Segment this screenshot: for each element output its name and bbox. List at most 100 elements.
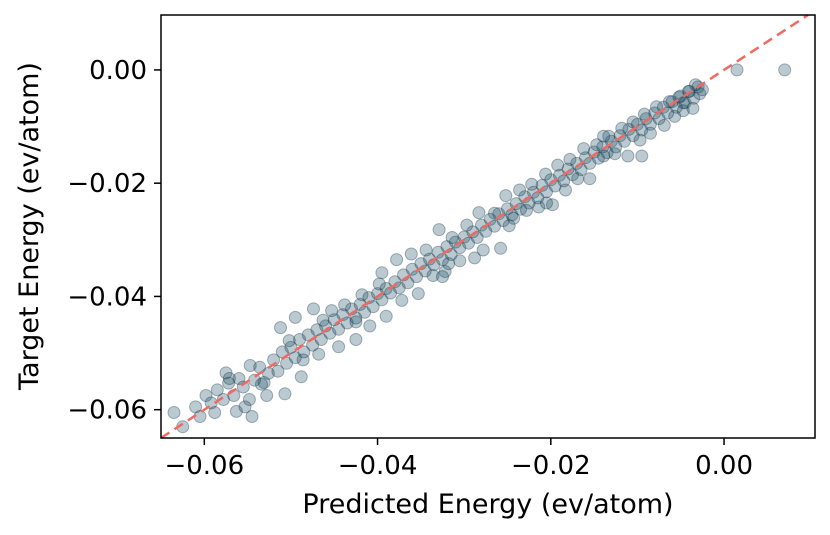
scatter-point [210,383,224,397]
scatter-point [293,333,307,346]
scatter-point [442,257,456,271]
scatter-point [325,304,339,318]
scatter-point [676,96,690,110]
scatter-point [271,364,285,378]
scatter-point [294,370,308,384]
scatter-point [668,109,682,123]
scatter-point [468,251,482,265]
scatter-point [535,178,549,192]
scatter-point [571,172,585,186]
scatter-point [546,198,559,212]
scatter-point [314,333,328,346]
scatter-point [608,147,622,161]
scatter-point [635,123,649,137]
scatter-point [551,158,565,172]
scatter-point [507,211,521,225]
scatter-point [687,91,701,105]
scatter-point [686,101,700,115]
scatter-point [527,185,540,199]
scatter-point [338,298,352,312]
scatter-point [232,372,246,385]
scatter-point [404,247,418,261]
points-layer [167,63,792,434]
scatter-point [432,223,446,237]
scatter-point [609,140,623,154]
scatter-point [316,313,330,327]
scatter-point [216,393,230,406]
scatter-point [390,253,404,267]
scatter-point [219,366,233,380]
scatter-point [513,183,527,197]
scatter-point [621,149,635,163]
scatter-point [561,162,575,176]
scatter-point [494,241,508,255]
scatter-point [278,387,292,401]
scatter-point [245,410,259,423]
y-tick-label: −0.04 [67,282,147,312]
scatter-point [648,106,662,120]
scatter-point [362,291,376,305]
scatter-point [590,138,604,152]
scatter-point [379,309,393,323]
x-tick-label: 0.00 [695,451,753,481]
scatter-point [502,219,516,233]
scatter-point [366,300,380,314]
scatter-point [499,189,513,203]
scatter-point [372,277,386,291]
y-tick-label: −0.02 [67,169,147,199]
scatter-point [426,269,440,282]
scatter-point [615,121,629,135]
scatter-point [288,310,302,324]
scatter-point [375,266,389,280]
scatter-point [189,400,203,414]
scatter-point [525,177,539,191]
y-tick-label: −0.06 [67,396,147,426]
scatter-point [296,353,310,367]
scatter-point [288,351,302,365]
x-tick-label: −0.04 [338,451,418,481]
scatter-point [532,200,546,214]
scatter-point [257,376,271,389]
scatter-point [312,347,326,361]
scatter-point [453,254,467,268]
scatter-point [255,377,268,391]
scatter-point [284,340,298,354]
scatter-point [349,315,363,329]
scatter-point [379,282,393,295]
y-axis-ticks: −0.06 −0.04 −0.02 0.00 [67,56,161,426]
x-axis-label: Predicted Energy (ev/atom) [302,489,673,520]
scatter-point [222,376,236,390]
scatter-point [643,126,657,140]
scatter-point [596,140,610,154]
scatter-point [633,133,647,147]
scatter-point [539,167,553,181]
scatter-point [199,389,213,402]
x-tick-label: −0.02 [511,451,591,481]
scatter-point [488,219,501,233]
scatter-point [559,183,572,197]
scatter-point [297,345,311,359]
scatter-point [238,400,252,414]
scatter-point [438,265,452,278]
scatter-point [363,319,377,333]
scatter-point [436,270,449,284]
y-axis-label: Target Energy (ev/atom) [14,62,45,391]
scatter-point [229,404,243,418]
scatter-point [587,145,601,159]
scatter-point [563,152,577,166]
scatter-point [355,288,369,302]
scatter-point [520,203,533,217]
scatter-point [577,142,591,156]
scatter-point [411,287,425,301]
identity-reference-line [160,13,809,440]
scatter-point [460,218,474,232]
scatter-point [476,243,490,257]
scatter-point [445,231,459,244]
scatter-point [583,172,597,186]
scatter-point [349,333,363,346]
scatter-point [730,63,744,77]
scatter-point [236,380,250,394]
scatter-point [332,340,346,354]
scatter-point [274,321,287,335]
